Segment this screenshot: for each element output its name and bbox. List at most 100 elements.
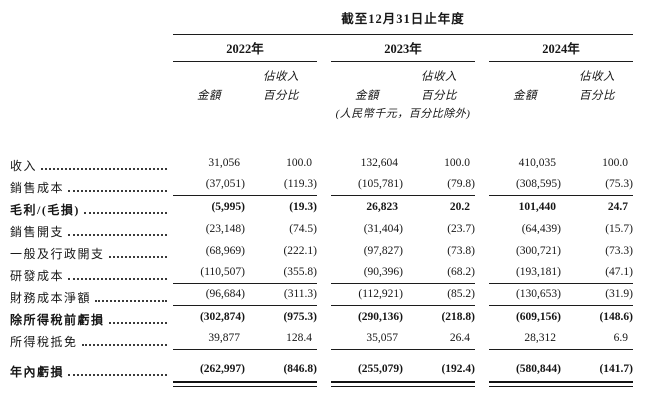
value-cell: (64,439) — [521, 223, 561, 235]
value-cell: 128.4 — [245, 331, 317, 350]
value-cell: (130,653) — [489, 287, 561, 306]
dot-leader — [83, 212, 167, 214]
value-cell: 6.9 — [561, 331, 633, 350]
value-cell: (105,781) — [331, 177, 403, 196]
row-label-text: 銷售成本 — [10, 181, 65, 195]
row-label: 銷售開支 — [10, 224, 173, 240]
value-cell: (97,827) — [363, 245, 403, 257]
year-header-2022: 2022年 — [173, 35, 317, 62]
value-cell: (290,136) — [357, 311, 403, 323]
row-label-text: 毛利/(毛損) — [10, 203, 80, 217]
dot-leader — [108, 322, 167, 324]
table-row: 財務成本淨額 (96,684) (311.3) (112,921) (85.2)… — [10, 284, 672, 306]
double-rule — [403, 381, 475, 387]
subheader-row-1: 佔收入 佔收入 佔收入 — [10, 71, 672, 84]
table-row: 銷售開支 (23,148) (74.5) (31,404) (23.7) (64… — [10, 218, 672, 240]
year-header-row: 2022年 2023年 2024年 — [10, 35, 672, 62]
value-cell: 39,877 — [173, 331, 245, 350]
dot-leader — [68, 278, 167, 280]
value-cell: (300,721) — [515, 245, 561, 257]
row-label: 除所得稅前虧損 — [10, 312, 173, 328]
table-row: 除所得稅前虧損 (302,874) (975.3) (290,136) (218… — [10, 306, 672, 328]
currency-note-cell: (人民幣千元，百分比除外) — [331, 107, 475, 121]
double-rule — [331, 381, 403, 387]
value-cell: (218.8) — [441, 311, 475, 323]
value-cell: (112,921) — [331, 287, 403, 306]
value-cell: (23.7) — [447, 223, 475, 235]
row-label: 收入 — [10, 158, 173, 174]
table-row: 一般及行政開支 (68,969) (222.1) (97,827) (73.8)… — [10, 240, 672, 262]
row-label: 一般及行政開支 — [10, 246, 173, 262]
table-row: 年內虧損 (262,997) (846.8) (255,079) (192.4)… — [10, 358, 672, 380]
value-cell: (311.3) — [245, 287, 317, 306]
row-label-text: 銷售開支 — [10, 225, 65, 239]
value-cell: (47.1) — [561, 265, 633, 284]
value-cell: (96,684) — [173, 287, 245, 306]
value-cell: (37,051) — [173, 177, 245, 196]
value-cell: 35,057 — [331, 331, 403, 350]
value-cell: (609,156) — [515, 311, 561, 323]
value-cell: 410,035 — [518, 157, 556, 169]
table-row: 所得稅抵免 39,877 128.4 35,057 26.4 28,312 6.… — [10, 328, 672, 350]
year-header-2024: 2024年 — [489, 35, 633, 62]
dot-leader — [81, 344, 167, 346]
double-rule-row — [10, 381, 672, 387]
amount-header-2022: 金額 — [197, 90, 221, 102]
pct-header-line2-2023: 百分比 — [421, 90, 457, 102]
row-label-text: 除所得稅前虧損 — [10, 313, 105, 327]
value-cell: (90,396) — [331, 265, 403, 284]
value-cell: 101,440 — [518, 201, 556, 213]
value-cell: (141.7) — [599, 363, 633, 375]
dot-leader — [68, 190, 167, 192]
value-cell: (75.3) — [561, 177, 633, 196]
pct-header-line2-2024: 百分比 — [579, 90, 615, 102]
table-row: 研發成本 (110,507) (355.8) (90,396) (68.2) (… — [10, 262, 672, 284]
value-cell: (23,148) — [205, 223, 245, 235]
year-header-2023: 2023年 — [331, 35, 475, 62]
value-cell: 28,312 — [489, 331, 561, 350]
row-label: 年內虧損 — [10, 364, 173, 380]
value-cell: 100.0 — [602, 157, 628, 169]
dot-leader — [41, 168, 167, 170]
value-cell: (192.4) — [441, 363, 475, 375]
table-header: 截至12月31日止年度 — [10, 10, 672, 35]
value-cell: 24.7 — [607, 201, 628, 213]
value-cell: (255,079) — [357, 363, 403, 375]
value-cell: (846.8) — [283, 363, 317, 375]
double-rule — [489, 381, 561, 387]
subheader-row-2: 金額 百分比 金額 百分比 金額 百分比 — [10, 90, 672, 103]
value-cell: (68.2) — [403, 265, 475, 284]
row-label-text: 一般及行政開支 — [10, 247, 105, 261]
row-label: 財務成本淨額 — [10, 290, 173, 306]
pct-header-line1-2022: 佔收入 — [263, 71, 299, 83]
value-cell: (15.7) — [605, 223, 633, 235]
double-rule — [561, 381, 633, 387]
value-cell: (74.5) — [289, 223, 317, 235]
row-label: 所得稅抵免 — [10, 334, 173, 350]
row-label-text: 所得稅抵免 — [10, 335, 78, 349]
value-cell: (193,181) — [489, 265, 561, 284]
double-rule — [245, 381, 317, 387]
value-cell: 100.0 — [286, 157, 312, 169]
value-cell: (580,844) — [515, 363, 561, 375]
value-cell: (222.1) — [283, 245, 317, 257]
table-row: 銷售成本 (37,051) (119.3) (105,781) (79.8) (… — [10, 174, 672, 196]
currency-note: (人民幣千元，百分比除外) — [335, 108, 471, 120]
row-label-text: 研發成本 — [10, 269, 65, 283]
dot-leader — [95, 300, 167, 302]
dot-leader — [68, 374, 167, 376]
value-cell: 26,823 — [366, 201, 398, 213]
amount-header-2024: 金額 — [513, 90, 537, 102]
dot-leader — [108, 256, 167, 258]
note-row: (人民幣千元，百分比除外) — [10, 107, 672, 121]
value-cell: (31.9) — [561, 287, 633, 306]
value-cell: (975.3) — [283, 311, 317, 323]
table-row: 收入 31,056 100.0 132,604 100.0 410,035 10… — [10, 152, 672, 174]
value-cell: (262,997) — [199, 363, 245, 375]
value-cell: (73.8) — [447, 245, 475, 257]
row-label-text: 收入 — [10, 159, 38, 173]
value-cell: 132,604 — [360, 157, 398, 169]
dot-leader — [68, 234, 167, 236]
value-cell: (119.3) — [245, 177, 317, 196]
value-cell: (148.6) — [599, 311, 633, 323]
